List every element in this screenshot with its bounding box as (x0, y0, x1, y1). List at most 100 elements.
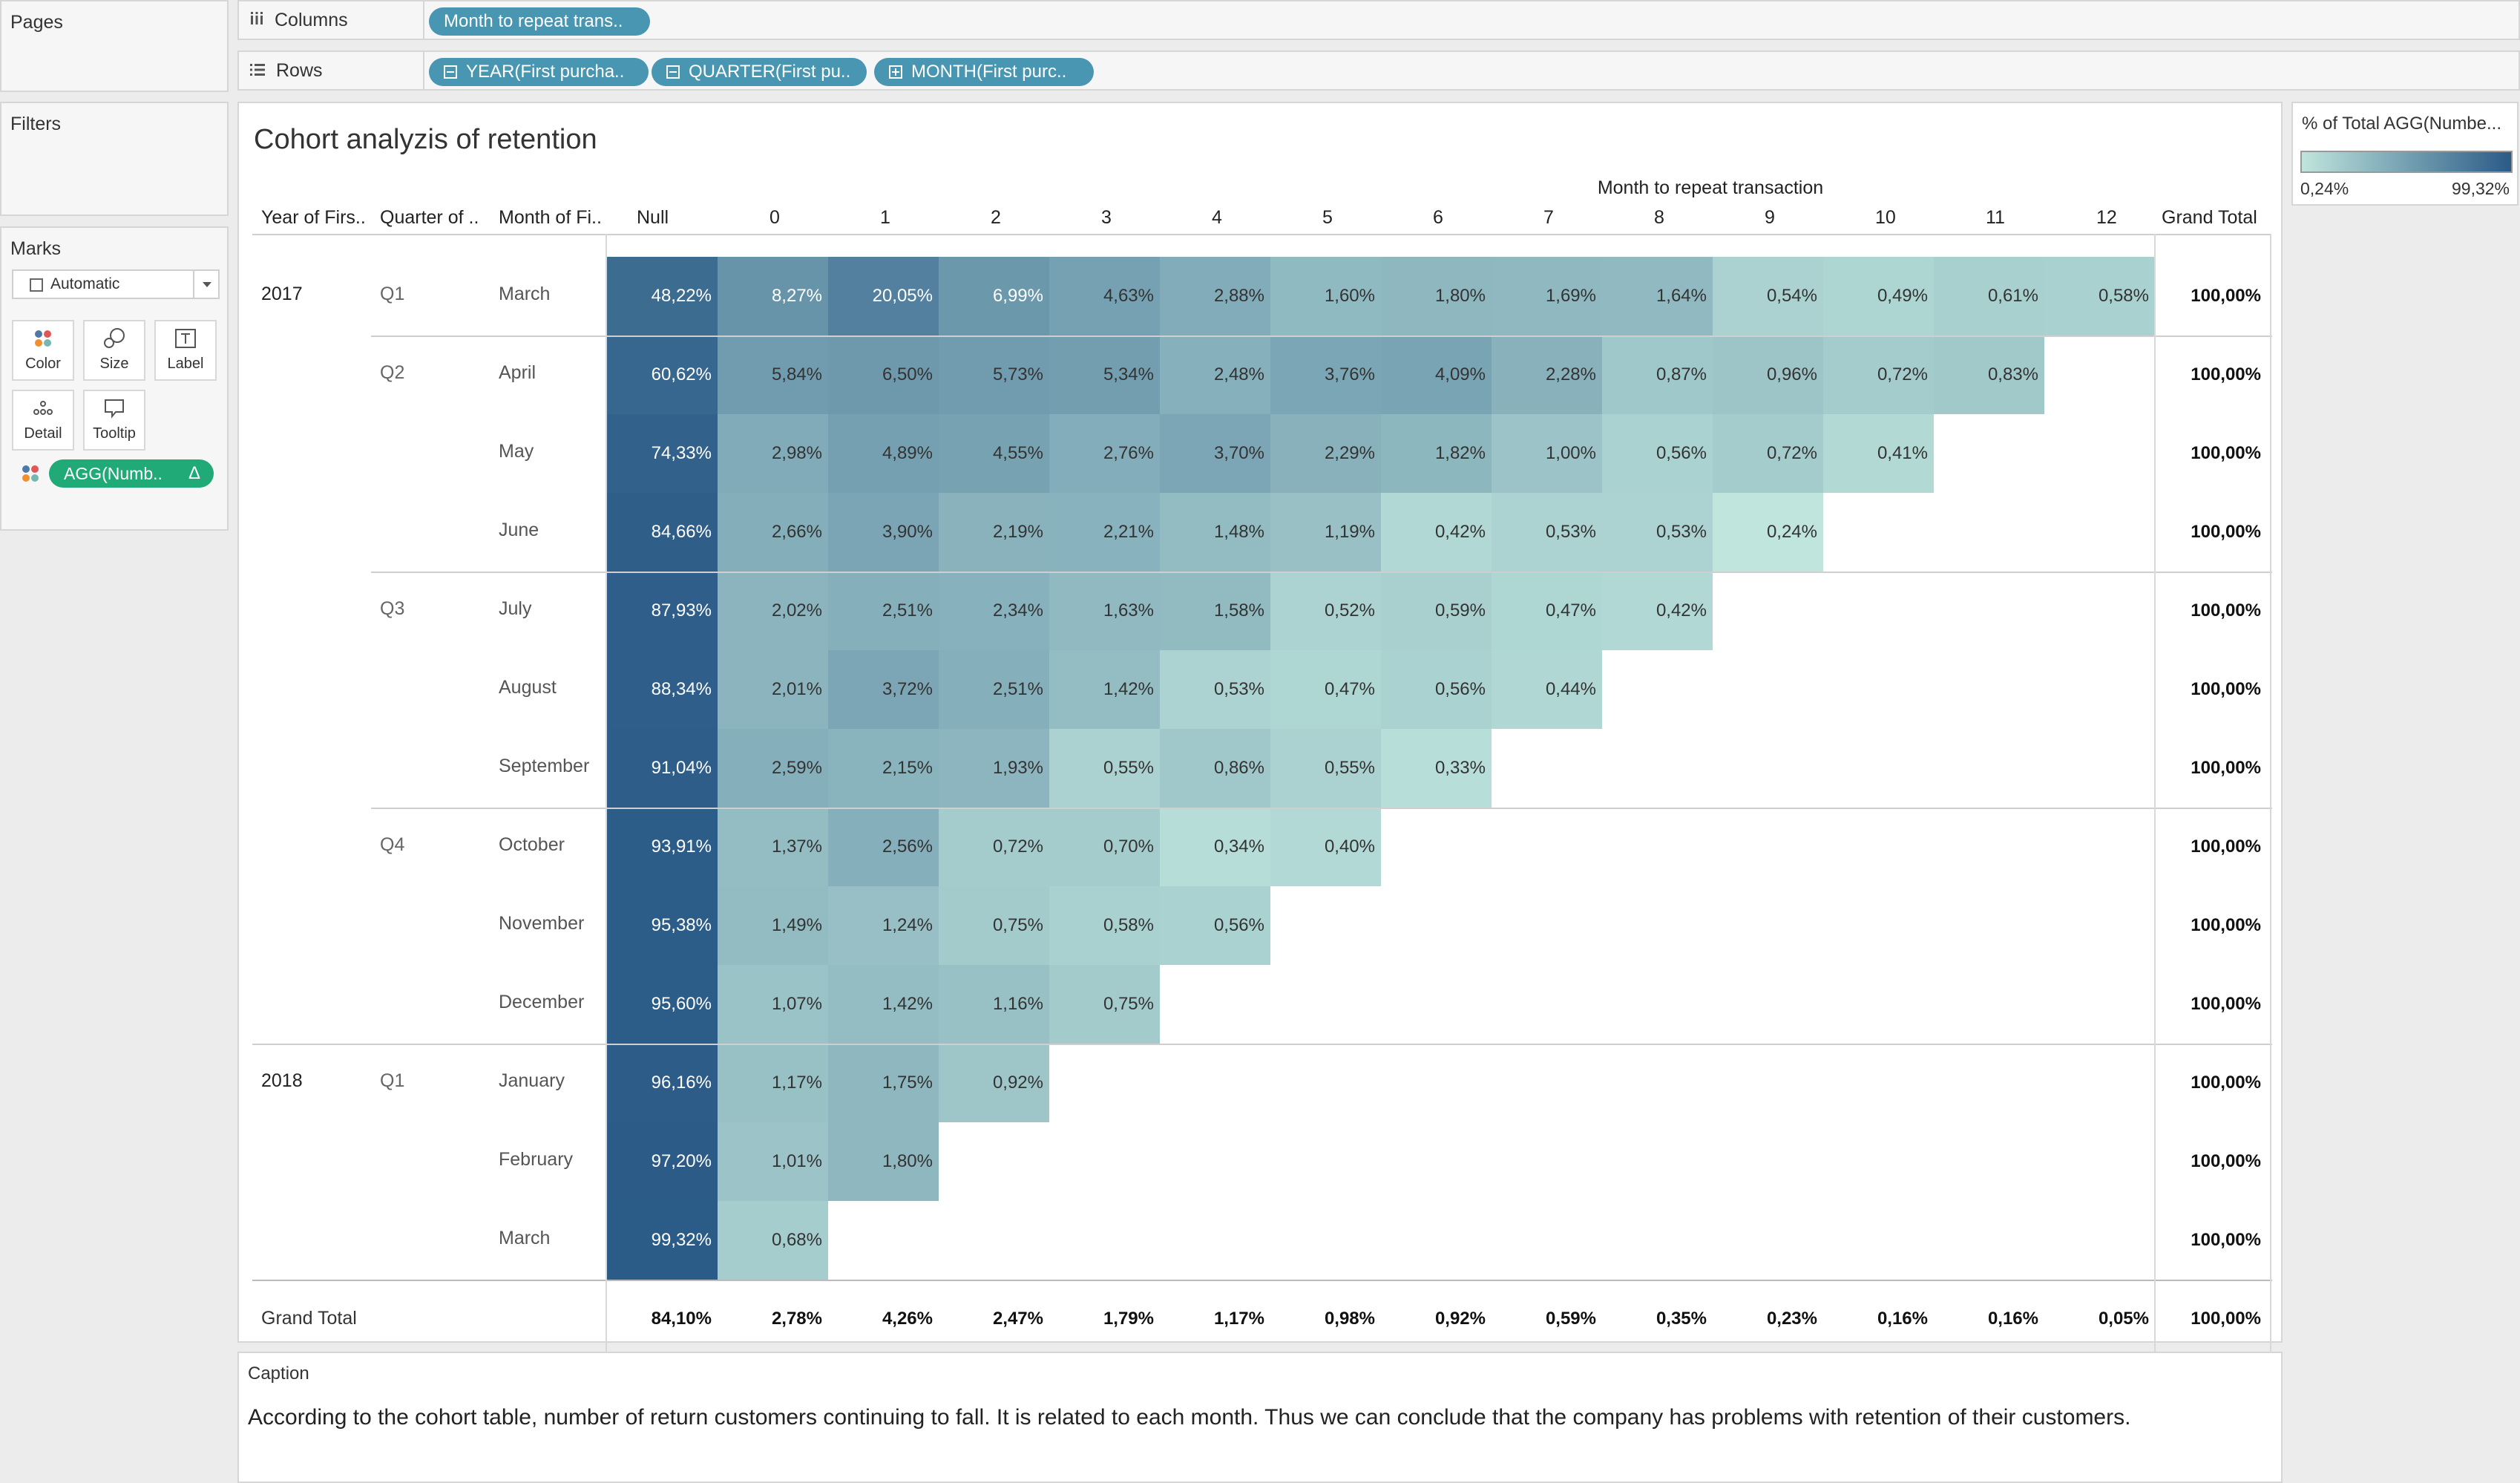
grand-total-cell[interactable]: 0,98% (1324, 1309, 1375, 1329)
table-cell[interactable]: 0,59% (1381, 572, 1492, 650)
table-cell[interactable]: 3,72% (828, 650, 939, 729)
table-cell[interactable]: 3,90% (828, 493, 939, 572)
table-cell[interactable]: 1,48% (1160, 493, 1270, 572)
label-button[interactable]: Label (154, 320, 217, 381)
table-cell[interactable]: 1,82% (1381, 414, 1492, 493)
table-cell[interactable]: 2,28% (1492, 335, 1602, 414)
table-cell[interactable]: 2,21% (1049, 493, 1160, 572)
table-cell[interactable]: 1,63% (1049, 572, 1160, 650)
row-grand-total[interactable]: 100,00% (2191, 1073, 2261, 1093)
column-header-8[interactable]: 8 (1654, 207, 1664, 228)
table-cell[interactable]: 2,76% (1049, 414, 1160, 493)
table-cell[interactable]: 0,33% (1381, 729, 1492, 808)
table-cell[interactable]: 20,05% (828, 257, 939, 335)
rows-pill-month[interactable]: MONTH(First purc.. (874, 58, 1094, 86)
table-cell[interactable]: 2,19% (939, 493, 1049, 572)
table-cell[interactable]: 0,58% (1049, 886, 1160, 965)
table-cell[interactable]: 0,52% (1270, 572, 1381, 650)
grand-total-total[interactable]: 100,00% (2191, 1309, 2261, 1329)
table-cell[interactable]: 2,51% (939, 650, 1049, 729)
table-cell[interactable]: 1,75% (828, 1044, 939, 1122)
table-cell[interactable]: 1,16% (939, 965, 1049, 1044)
table-cell[interactable]: 6,99% (939, 257, 1049, 335)
table-cell[interactable]: 97,20% (607, 1122, 718, 1201)
table-cell[interactable]: 3,76% (1270, 335, 1381, 414)
grand-total-cell[interactable]: 0,16% (1987, 1309, 2038, 1329)
column-header-12[interactable]: 12 (2096, 207, 2117, 228)
column-header-1[interactable]: 1 (880, 207, 890, 228)
table-cell[interactable]: 1,42% (828, 965, 939, 1044)
table-cell[interactable]: 0,55% (1049, 729, 1160, 808)
column-header-11[interactable]: 11 (1986, 207, 2005, 228)
table-cell[interactable]: 84,66% (607, 493, 718, 572)
table-cell[interactable]: 88,34% (607, 650, 718, 729)
table-cell[interactable]: 2,02% (718, 572, 828, 650)
table-cell[interactable]: 0,75% (1049, 965, 1160, 1044)
table-cell[interactable]: 0,40% (1270, 808, 1381, 886)
table-cell[interactable]: 0,61% (1934, 257, 2044, 335)
column-header-5[interactable]: 5 (1322, 207, 1333, 228)
table-cell[interactable]: 8,27% (718, 257, 828, 335)
table-cell[interactable]: 0,54% (1713, 257, 1823, 335)
detail-button[interactable]: Detail (12, 390, 74, 451)
chevron-down-icon[interactable] (193, 271, 218, 298)
table-cell[interactable]: 1,49% (718, 886, 828, 965)
grand-total-cell[interactable]: 84,10% (651, 1309, 712, 1329)
table-cell[interactable]: 0,53% (1492, 493, 1602, 572)
row-grand-total[interactable]: 100,00% (2191, 364, 2261, 384)
grand-total-cell[interactable]: 0,35% (1656, 1309, 1707, 1329)
row-grand-total[interactable]: 100,00% (2191, 758, 2261, 778)
table-cell[interactable]: 4,09% (1381, 335, 1492, 414)
tooltip-button[interactable]: Tooltip (83, 390, 145, 451)
table-cell[interactable]: 2,51% (828, 572, 939, 650)
table-cell[interactable]: 0,75% (939, 886, 1049, 965)
size-button[interactable]: Size (83, 320, 145, 381)
table-cell[interactable]: 96,16% (607, 1044, 718, 1122)
table-cell[interactable]: 0,56% (1602, 414, 1713, 493)
row-grand-total[interactable]: 100,00% (2191, 915, 2261, 935)
color-button[interactable]: Color (12, 320, 74, 381)
grand-total-cell[interactable]: 0,59% (1545, 1309, 1596, 1329)
row-grand-total[interactable]: 100,00% (2191, 679, 2261, 699)
row-grand-total[interactable]: 100,00% (2191, 286, 2261, 306)
table-cell[interactable]: 0,53% (1602, 493, 1713, 572)
table-cell[interactable]: 0,56% (1160, 886, 1270, 965)
row-grand-total[interactable]: 100,00% (2191, 600, 2261, 621)
table-cell[interactable]: 2,15% (828, 729, 939, 808)
column-header-2[interactable]: 2 (991, 207, 1001, 228)
table-cell[interactable]: 1,19% (1270, 493, 1381, 572)
columns-pill-month-to-repeat[interactable]: Month to repeat trans.. (429, 7, 650, 36)
column-header-6[interactable]: 6 (1433, 207, 1443, 228)
collapse-icon[interactable] (444, 65, 457, 79)
table-cell[interactable]: 5,34% (1049, 335, 1160, 414)
table-cell[interactable]: 4,63% (1049, 257, 1160, 335)
table-cell[interactable]: 1,17% (718, 1044, 828, 1122)
table-cell[interactable]: 1,60% (1270, 257, 1381, 335)
table-cell[interactable]: 1,58% (1160, 572, 1270, 650)
row-grand-total[interactable]: 100,00% (2191, 1230, 2261, 1250)
table-cell[interactable]: 5,73% (939, 335, 1049, 414)
filters-panel[interactable]: Filters (0, 102, 229, 216)
table-cell[interactable]: 0,68% (718, 1201, 828, 1280)
pages-panel[interactable]: Pages (0, 0, 229, 92)
table-cell[interactable]: 1,80% (1381, 257, 1492, 335)
table-cell[interactable]: 1,64% (1602, 257, 1713, 335)
table-cell[interactable]: 5,84% (718, 335, 828, 414)
table-cell[interactable]: 2,98% (718, 414, 828, 493)
column-header-0[interactable]: 0 (770, 207, 780, 228)
table-cell[interactable]: 0,53% (1160, 650, 1270, 729)
table-cell[interactable]: 0,42% (1381, 493, 1492, 572)
table-cell[interactable]: 2,01% (718, 650, 828, 729)
color-field-pill[interactable]: AGG(Numb.. Δ (49, 459, 214, 488)
table-cell[interactable]: 1,69% (1492, 257, 1602, 335)
table-cell[interactable]: 1,01% (718, 1122, 828, 1201)
rows-pill-quarter[interactable]: QUARTER(First pu.. (652, 58, 867, 86)
table-cell[interactable]: 0,56% (1381, 650, 1492, 729)
row-header-1[interactable]: Quarter of .. (380, 207, 479, 228)
row-grand-total[interactable]: 100,00% (2191, 1151, 2261, 1171)
column-header-9[interactable]: 9 (1765, 207, 1775, 228)
grand-total-cell[interactable]: 2,47% (992, 1309, 1043, 1329)
table-cell[interactable]: 0,44% (1492, 650, 1602, 729)
table-cell[interactable]: 74,33% (607, 414, 718, 493)
table-cell[interactable]: 1,42% (1049, 650, 1160, 729)
